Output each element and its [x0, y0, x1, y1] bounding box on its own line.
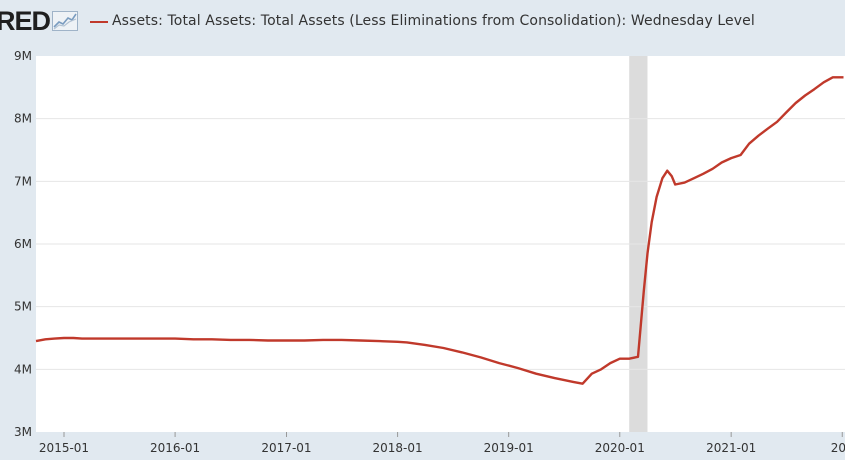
series-layer	[35, 76, 844, 385]
x-tick-label: 2021-01	[706, 441, 756, 455]
legend-series-label: Assets: Total Assets: Total Assets (Less…	[112, 13, 755, 29]
x-tick-label: 2016-01	[150, 441, 200, 455]
y-tick-label: 9M	[14, 49, 32, 63]
legend-swatch	[90, 21, 108, 23]
fred-chart-icon	[52, 11, 78, 31]
chart-header: RED Assets: Total Assets: Total Assets (…	[0, 0, 845, 56]
x-tick-label: 2015-01	[39, 441, 89, 455]
y-tick-label: 4M	[14, 362, 32, 376]
y-tick-label: 7M	[14, 174, 32, 188]
y-tick-label: 5M	[14, 300, 32, 314]
x-tick-label: 2019-01	[484, 441, 534, 455]
fred-logo: RED	[0, 6, 51, 36]
x-tick-label: 2017-01	[261, 441, 311, 455]
x-tick-label: 2020-01	[595, 441, 645, 455]
x-tick-label: 202	[831, 441, 845, 455]
x-axis-ticks: 2015-01 2016-01 2017-01 2018-01 2019-01 2020-…	[39, 432, 845, 455]
y-tick-label: 6M	[14, 237, 32, 251]
y-axis-ticks: 3M 4M 5M 6M 7M 8M 9M	[14, 49, 32, 439]
x-tick-label: 2018-01	[373, 441, 423, 455]
y-tick-label: 8M	[14, 112, 32, 126]
y-tick-label: 3M	[14, 425, 32, 439]
series-line	[35, 76, 844, 385]
grid-lines	[36, 118, 845, 370]
